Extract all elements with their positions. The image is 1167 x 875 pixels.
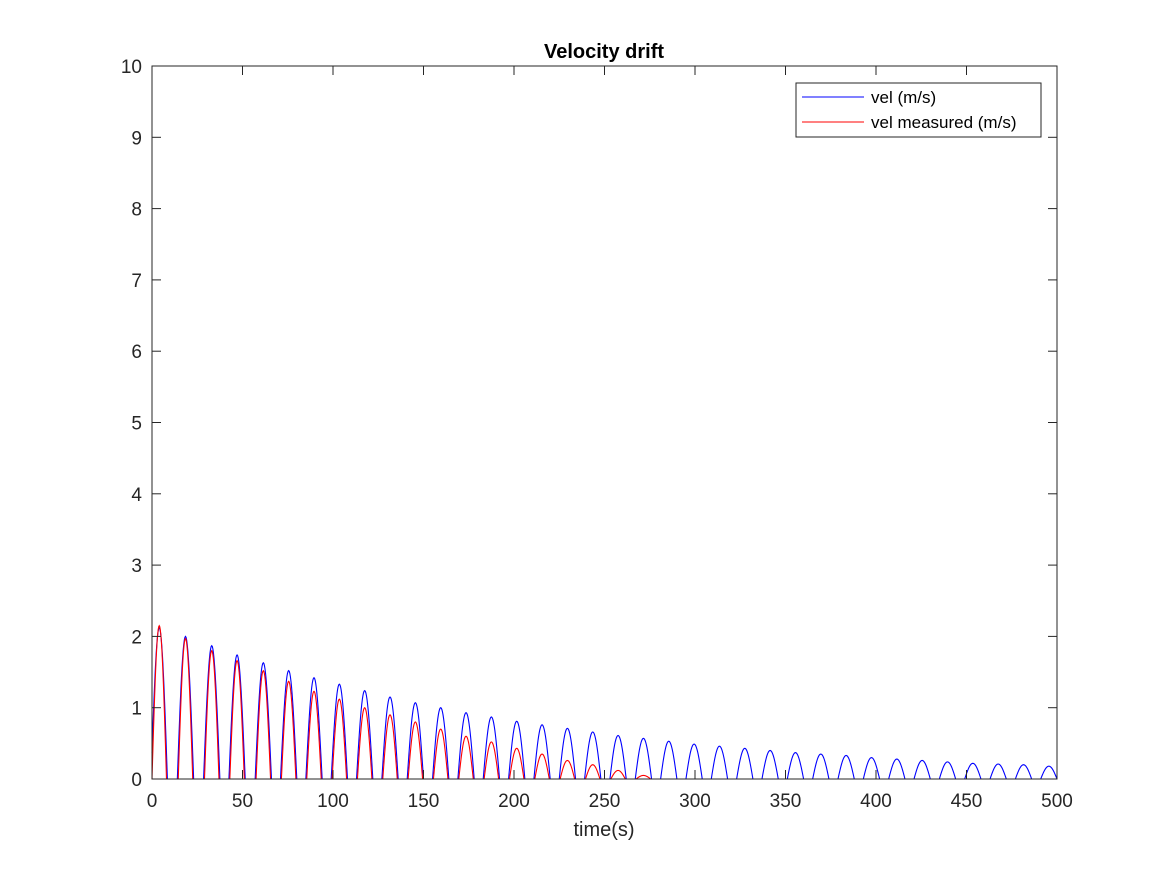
- series-vel: [151, 626, 1058, 780]
- series-arch: [786, 752, 805, 780]
- x-axis-label: time(s): [573, 819, 634, 841]
- series-arch: [736, 747, 754, 780]
- series-arch: [534, 753, 550, 780]
- series-arch: [255, 669, 272, 780]
- y-tick-label: 0: [131, 770, 142, 791]
- series-arch: [761, 749, 779, 780]
- series-arch: [331, 698, 348, 780]
- y-tick-label: 5: [131, 414, 142, 435]
- series-arch: [913, 759, 931, 780]
- x-tick-label: 450: [951, 791, 983, 812]
- series-arch: [862, 757, 881, 780]
- x-tick-label: 0: [147, 791, 158, 812]
- legend-label-vel: vel (m/s): [871, 88, 936, 107]
- x-tick-label: 500: [1041, 791, 1073, 812]
- y-tick-label: 1: [131, 699, 142, 720]
- x-tick-label: 100: [317, 791, 349, 812]
- series-arch: [228, 654, 246, 780]
- x-tick-label: 350: [770, 791, 802, 812]
- plot-area: [152, 66, 1057, 779]
- series-arch: [177, 637, 194, 780]
- y-tick-label: 9: [131, 128, 142, 149]
- series-arch: [685, 743, 703, 780]
- series-arch: [584, 731, 602, 780]
- series-arch: [203, 649, 220, 780]
- series-arch: [483, 741, 500, 780]
- x-tick-label: 400: [860, 791, 892, 812]
- series-arch: [508, 720, 526, 780]
- x-tick-label: 200: [498, 791, 530, 812]
- series-arch: [482, 716, 501, 780]
- series-arch: [609, 734, 627, 780]
- series-arch: [559, 759, 576, 780]
- y-tick-label: 10: [121, 57, 142, 78]
- series-arch: [584, 764, 601, 780]
- y-tick-label: 4: [131, 485, 142, 506]
- series-arch: [306, 690, 322, 780]
- series-arch: [280, 680, 297, 780]
- series-arch: [382, 714, 398, 780]
- series-arch: [533, 724, 551, 780]
- series-arch: [635, 774, 651, 780]
- series-arch: [1014, 764, 1033, 780]
- series-arch: [610, 769, 626, 780]
- x-tick-label: 300: [679, 791, 711, 812]
- x-tick-label: 150: [408, 791, 440, 812]
- series-arch: [381, 696, 399, 780]
- y-tick-label: 2: [131, 627, 142, 648]
- series-arch: [558, 727, 577, 780]
- chart-title: Velocity drift: [544, 41, 664, 63]
- series-arch: [989, 763, 1007, 780]
- x-tick-label: 250: [589, 791, 621, 812]
- series-arch: [634, 737, 653, 780]
- y-tick-label: 3: [131, 556, 142, 577]
- y-tick-label: 8: [131, 200, 142, 221]
- series-arch: [330, 683, 349, 780]
- series-vel-measured: [151, 624, 651, 780]
- series-arch: [356, 706, 373, 780]
- series-arch: [888, 758, 906, 780]
- series-arch: [176, 635, 195, 780]
- series-arch: [710, 745, 729, 780]
- legend-label-vel-measured: vel measured (m/s): [871, 113, 1016, 132]
- series-arch: [964, 762, 982, 780]
- series-arch: [229, 659, 245, 780]
- axes-box: [151, 65, 1058, 780]
- series-arch: [1040, 765, 1058, 780]
- legend: vel (m/s) vel measured (m/s): [795, 82, 1042, 138]
- legend-box: [795, 82, 1042, 138]
- series-arch: [203, 644, 221, 780]
- series-arch: [254, 661, 273, 780]
- series-arch: [151, 624, 168, 780]
- series-arch: [279, 669, 298, 780]
- series-arch: [812, 753, 830, 780]
- series-arch: [660, 740, 678, 780]
- ticks-layer: 0 50 100 150 200 250 300 350 400 450 500 0 1 2 3 4 5 6 7 8 9…: [121, 57, 1073, 812]
- series-arch: [305, 676, 323, 780]
- series-arch: [837, 754, 855, 780]
- series-arch: [406, 701, 425, 780]
- series-arch: [355, 689, 374, 780]
- series-arch: [432, 728, 449, 780]
- series-layer: [151, 624, 1058, 780]
- series-arch: [508, 747, 525, 780]
- series-arch: [938, 761, 957, 780]
- y-tick-label: 6: [131, 342, 142, 363]
- series-arch: [458, 735, 474, 780]
- series-arch: [407, 721, 424, 780]
- series-arch: [432, 707, 450, 780]
- y-tick-label: 7: [131, 271, 142, 292]
- x-tick-label: 50: [232, 791, 253, 812]
- series-arch: [457, 712, 475, 780]
